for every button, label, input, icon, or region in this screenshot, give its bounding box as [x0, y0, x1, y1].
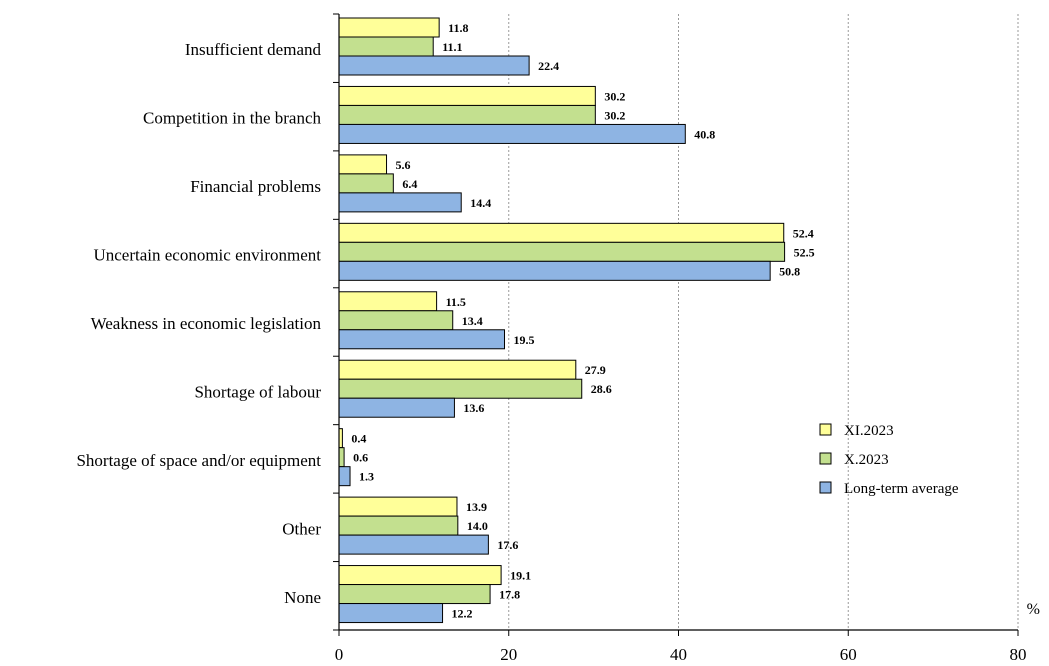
bar: [338, 104, 596, 125]
data-label: 30.2: [604, 108, 625, 122]
data-label: 6.4: [402, 177, 417, 191]
data-label: 14.0: [467, 519, 488, 533]
category-label: Competition in the branch: [143, 109, 321, 128]
legend-swatch: [819, 452, 832, 465]
data-label: 13.9: [466, 500, 487, 514]
data-label: 30.2: [604, 89, 625, 103]
category-label: Uncertain economic environment: [93, 246, 321, 265]
bar: [338, 310, 454, 331]
bar: [338, 55, 530, 76]
bar: [338, 447, 345, 468]
data-label: 0.6: [353, 451, 368, 465]
category-label: Weakness in economic legislation: [91, 314, 322, 333]
legend-swatch: [819, 481, 832, 494]
x-tick-label: 60: [840, 645, 857, 664]
x-tick-labels: 0 20 40 60 80: [335, 645, 1027, 664]
bar: [338, 85, 596, 106]
bar: [338, 192, 462, 213]
data-label: 11.1: [442, 40, 462, 54]
bar: [338, 359, 577, 380]
x-tick-label: 40: [670, 645, 687, 664]
legend-label: Long-term average: [844, 481, 959, 497]
data-label: 12.2: [452, 607, 473, 621]
x-tick-label: 80: [1010, 645, 1027, 664]
bar: [338, 222, 785, 243]
bar: [338, 17, 440, 38]
category-label: Shortage of space and/or equipment: [76, 451, 321, 470]
x-tick-label: 20: [500, 645, 517, 664]
bar: [338, 36, 434, 57]
data-label: 52.4: [793, 226, 814, 240]
data-label: 17.8: [499, 588, 520, 602]
bar: [338, 173, 394, 194]
bar: [338, 241, 786, 262]
data-label: 50.8: [779, 264, 800, 278]
bar: [338, 466, 351, 487]
bar: [338, 154, 388, 175]
data-label: 11.8: [448, 21, 468, 35]
data-label: 17.6: [497, 538, 518, 552]
bar: [338, 603, 444, 624]
unit-label: %: [1027, 601, 1040, 618]
bar: [338, 534, 489, 555]
grid-lines: [508, 14, 1019, 630]
legend: XI.2023 X.2023 Long-term average: [819, 423, 959, 497]
bar: [338, 515, 459, 536]
bar: [338, 291, 438, 312]
bar: [338, 584, 491, 605]
data-label: 1.3: [359, 470, 374, 484]
bar: [338, 260, 771, 281]
data-label: 22.4: [538, 59, 559, 73]
legend-label: XI.2023: [844, 423, 894, 439]
data-label: 0.4: [351, 432, 366, 446]
category-label: None: [284, 588, 321, 607]
bar: [338, 329, 506, 350]
axes: [333, 13, 1019, 636]
bar: [338, 397, 455, 418]
data-label: 27.9: [585, 363, 606, 377]
data-label: 13.6: [463, 401, 484, 415]
data-label: 5.6: [396, 158, 411, 172]
legend-swatch: [819, 423, 832, 436]
data-label: 40.8: [694, 127, 715, 141]
bar: [338, 378, 583, 399]
data-label: 14.4: [470, 196, 491, 210]
data-label: 52.5: [794, 245, 815, 259]
category-label: Insufficient demand: [185, 40, 322, 59]
category-label: Financial problems: [190, 177, 321, 196]
legend-label: X.2023: [844, 452, 889, 468]
bar: [338, 123, 686, 144]
data-label: 28.6: [591, 382, 612, 396]
data-label: 19.5: [514, 333, 535, 347]
bar: [338, 565, 502, 586]
bar: [338, 496, 458, 517]
category-label: Shortage of labour: [194, 382, 321, 401]
category-label: Other: [282, 519, 321, 538]
data-label: 11.5: [446, 295, 466, 309]
x-tick-label: 0: [335, 645, 344, 664]
data-label: 13.4: [462, 314, 483, 328]
value-labels: 11.8 11.1 22.4 30.2 30.2 40.8 5.6 6.4 14.4 52.4 52…: [351, 21, 814, 621]
data-label: 19.1: [510, 569, 531, 583]
category-labels: Insufficient demand Competition in the br…: [76, 40, 321, 607]
bars: [338, 17, 786, 624]
